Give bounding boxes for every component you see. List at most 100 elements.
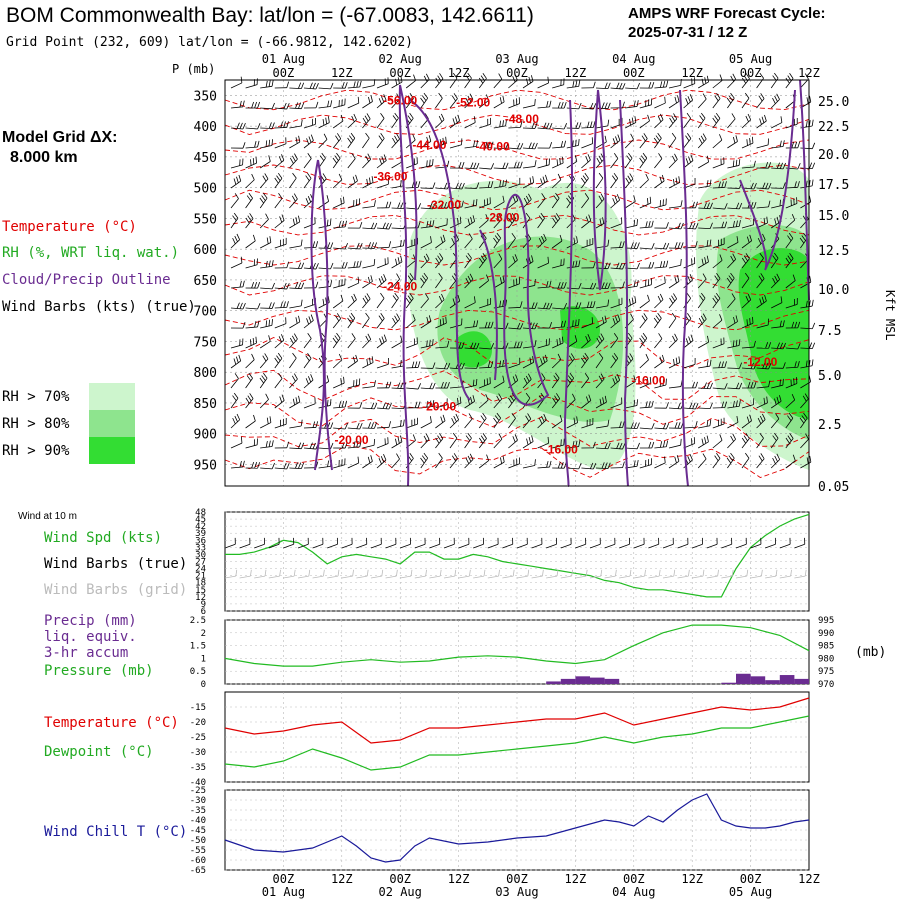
wind-barb [318,100,333,109]
wind-barb [595,82,611,90]
wind-barb [741,293,752,309]
y-tick-label: 45 [195,515,206,525]
temperature-line [224,697,810,744]
wind-barb [712,203,728,210]
wind-barb [552,101,567,109]
wind-barb [420,158,434,169]
surface-barb-true [429,537,441,549]
wind-barb [376,177,389,189]
wind-barb [712,112,721,129]
wind-barb [800,433,809,449]
wind-barb [347,221,363,229]
wind-barb [639,243,655,250]
wind-barbs-grid-legend: Wind Barbs (grid) [44,582,187,598]
y-tick-label: 36 [195,536,206,546]
surface-barb-grid [429,569,442,579]
wind-barb [333,278,346,289]
wind-barb [566,122,582,129]
surface-barb-true [648,537,660,549]
wind-barb [245,303,261,310]
wind-barb [610,332,619,349]
rh-90-swatch [89,437,135,464]
wind-barb [274,373,283,389]
wind-barb [435,340,450,349]
wind-barb [493,412,502,429]
bottom-day-label: 01 Aug [262,885,305,899]
wind-barb [785,197,798,209]
wind-barb [581,81,596,89]
wind-barb [654,242,670,250]
cycle-value: 2025-07-31 / 12 Z [628,24,747,41]
wind-barb [639,261,655,269]
wind-barb [303,153,312,169]
wind-barb [464,296,476,309]
wind-barb [376,292,385,309]
wind-barb [230,142,246,149]
wind-barb [289,193,298,209]
wind-barb [230,212,239,229]
wind-barb [698,359,712,369]
surface-barb-true [268,537,280,549]
y-tick-label: -35 [190,763,206,773]
wind-barb [581,261,596,269]
wind-barb [595,153,605,169]
wind-barb [391,313,400,329]
wind-barb [639,376,652,389]
wind-barb [595,395,607,409]
wind-barb [391,133,400,149]
cloud-outline-path [398,84,418,487]
wind-barb [712,314,723,329]
wind-barb [478,412,487,429]
wind-barb [639,220,654,229]
wind-barb [770,252,779,269]
wind-barb [552,123,568,130]
wind-barb [551,372,560,389]
wind-barb [712,337,725,349]
wind-barb [493,253,503,269]
surface-barb-true [254,537,265,549]
wind-barb [624,375,636,389]
surface-barb-grid [356,569,369,579]
surface-barb-grid [443,569,457,579]
wind-barb [464,362,480,369]
surface-barb-grid [312,569,325,579]
bottom-hour-label: 12Z [681,872,703,886]
wind-barb [595,282,611,290]
wind-barb [683,133,692,149]
bottom-hour-label: 12Z [331,872,353,886]
wind-barb [771,378,784,389]
wind-barb [289,172,297,189]
wind-barb [347,440,362,449]
contour-label: -20.00 [422,399,456,413]
wind-barb [727,315,738,329]
wind-barb [435,414,446,429]
surface-barb-true [794,537,806,549]
wind-barb [333,242,349,250]
y-tick-label: 15 [195,586,206,596]
top-day-label: 04 Aug [612,52,655,66]
wind-barb [785,181,800,189]
wind-barb [464,273,474,289]
height-axis-title: Kft MSL [883,290,897,341]
wind-barb [581,237,594,249]
wind-barb [289,373,298,389]
wind-barb [726,272,735,289]
wind-barb [785,274,796,289]
wind-barb [260,302,275,309]
surface-barb-grid [341,569,354,579]
main-title: BOM Commonwealth Bay: lat/lon = (-67.008… [6,4,534,27]
cloud-outline [310,79,810,487]
surface-barb-true [589,537,601,549]
wind-barb [566,282,582,290]
wind-barb [406,361,421,369]
surface-barb-true [735,537,747,549]
surface-barb-grid [327,569,340,579]
wind-barb [581,154,591,169]
y-tick-label: -25 [190,786,206,796]
pressure-tick-label: 950 [194,458,217,473]
wind-barb [639,400,654,409]
wind-chill-line [224,793,810,863]
wind-barb [333,82,348,89]
wind-barb [668,95,680,109]
wind-barb [333,261,348,269]
